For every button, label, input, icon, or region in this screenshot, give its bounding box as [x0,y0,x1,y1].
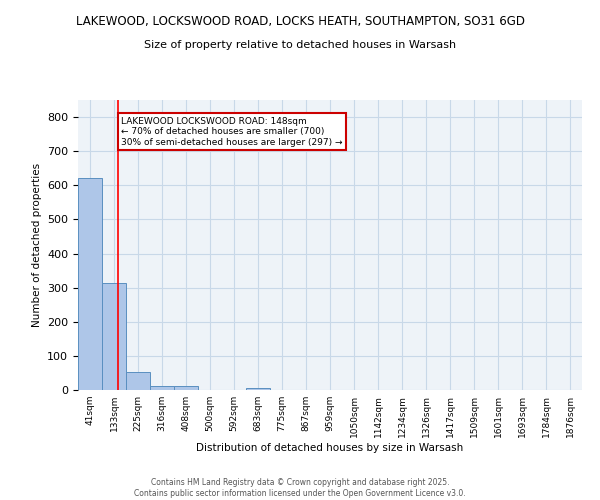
Text: LAKEWOOD, LOCKSWOOD ROAD, LOCKS HEATH, SOUTHAMPTON, SO31 6GD: LAKEWOOD, LOCKSWOOD ROAD, LOCKS HEATH, S… [76,15,524,28]
Bar [126,372,150,390]
Bar [78,178,102,390]
Bar [246,388,270,390]
Bar [174,386,198,390]
X-axis label: Distribution of detached houses by size in Warsash: Distribution of detached houses by size … [196,442,464,452]
Text: Contains HM Land Registry data © Crown copyright and database right 2025.
Contai: Contains HM Land Registry data © Crown c… [134,478,466,498]
Bar [150,386,174,390]
Text: LAKEWOOD LOCKSWOOD ROAD: 148sqm
← 70% of detached houses are smaller (700)
30% o: LAKEWOOD LOCKSWOOD ROAD: 148sqm ← 70% of… [121,117,343,147]
Bar [102,282,126,390]
Y-axis label: Number of detached properties: Number of detached properties [32,163,41,327]
Text: Size of property relative to detached houses in Warsash: Size of property relative to detached ho… [144,40,456,50]
